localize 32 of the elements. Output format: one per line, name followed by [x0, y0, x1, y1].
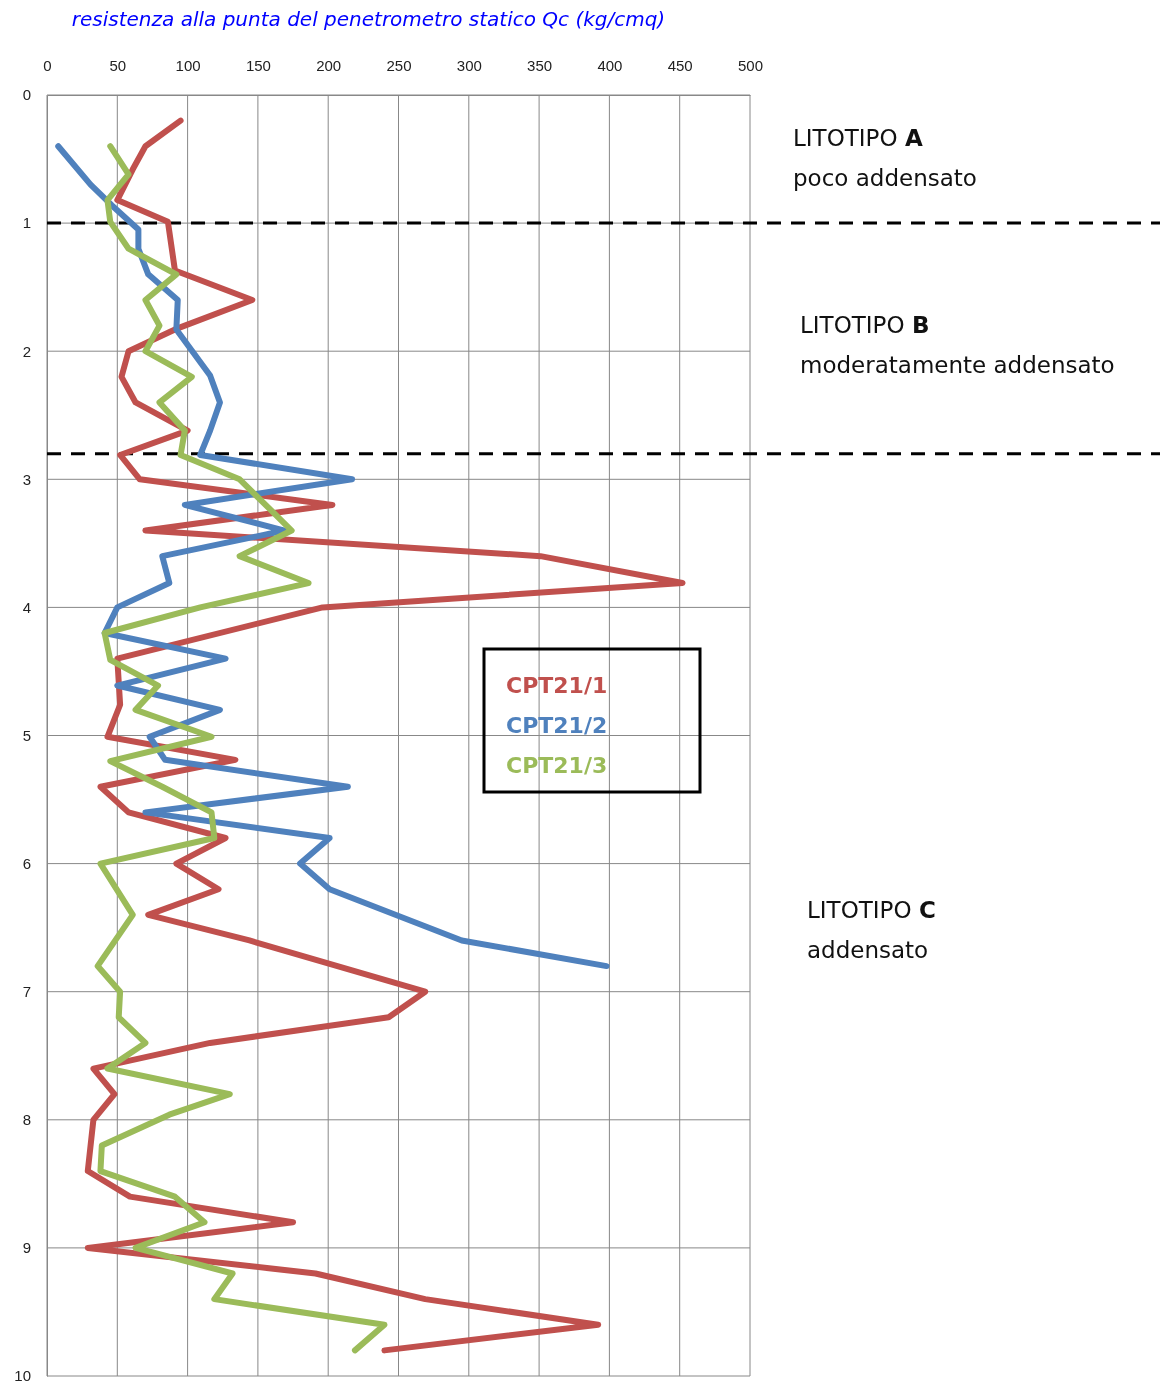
- x-tick-label: 450: [667, 57, 693, 74]
- x-tick-label: 50: [109, 57, 127, 74]
- text: moderatamente addensato: [800, 352, 1115, 378]
- y-tick-label: 9: [22, 1239, 31, 1257]
- y-tick-label: 8: [22, 1111, 31, 1129]
- x-tick-label: 500: [737, 57, 764, 74]
- x-tick-label: 250: [386, 57, 412, 74]
- x-tick-label: 100: [175, 57, 201, 74]
- y-tick-label: 7: [22, 983, 31, 1000]
- y-tick-label: 1: [22, 214, 31, 232]
- y-tick-label: 3: [22, 470, 31, 488]
- text: LITOTIPO B: [800, 312, 930, 338]
- y-tick-label: 2: [22, 342, 31, 360]
- y-tick-label: 5: [22, 726, 31, 744]
- text: CPT21/1: [506, 673, 608, 698]
- x-tick-label: 350: [527, 57, 553, 74]
- y-tick-label: 6: [22, 854, 31, 872]
- y-tick-label: 10: [14, 1367, 31, 1385]
- x-tick-label: 0: [43, 57, 52, 74]
- x-tick-label: 400: [597, 57, 623, 74]
- x-tick-label: 200: [316, 57, 342, 74]
- text: addensato: [807, 937, 929, 963]
- y-tick-label: 0: [22, 86, 31, 104]
- text: poco addensato: [793, 165, 977, 191]
- text: CPT21/3: [506, 753, 608, 778]
- text: CPT21/2: [506, 713, 608, 738]
- x-tick-label: 300: [456, 57, 482, 74]
- x-axis-title: resistenza alla punta del penetrometro statico Qc (kg/cmq): [71, 7, 666, 31]
- text: LITOTIPO C: [807, 897, 936, 923]
- text: LITOTIPO A: [793, 125, 923, 151]
- x-tick-label: 150: [245, 57, 271, 74]
- y-tick-label: 4: [22, 598, 31, 616]
